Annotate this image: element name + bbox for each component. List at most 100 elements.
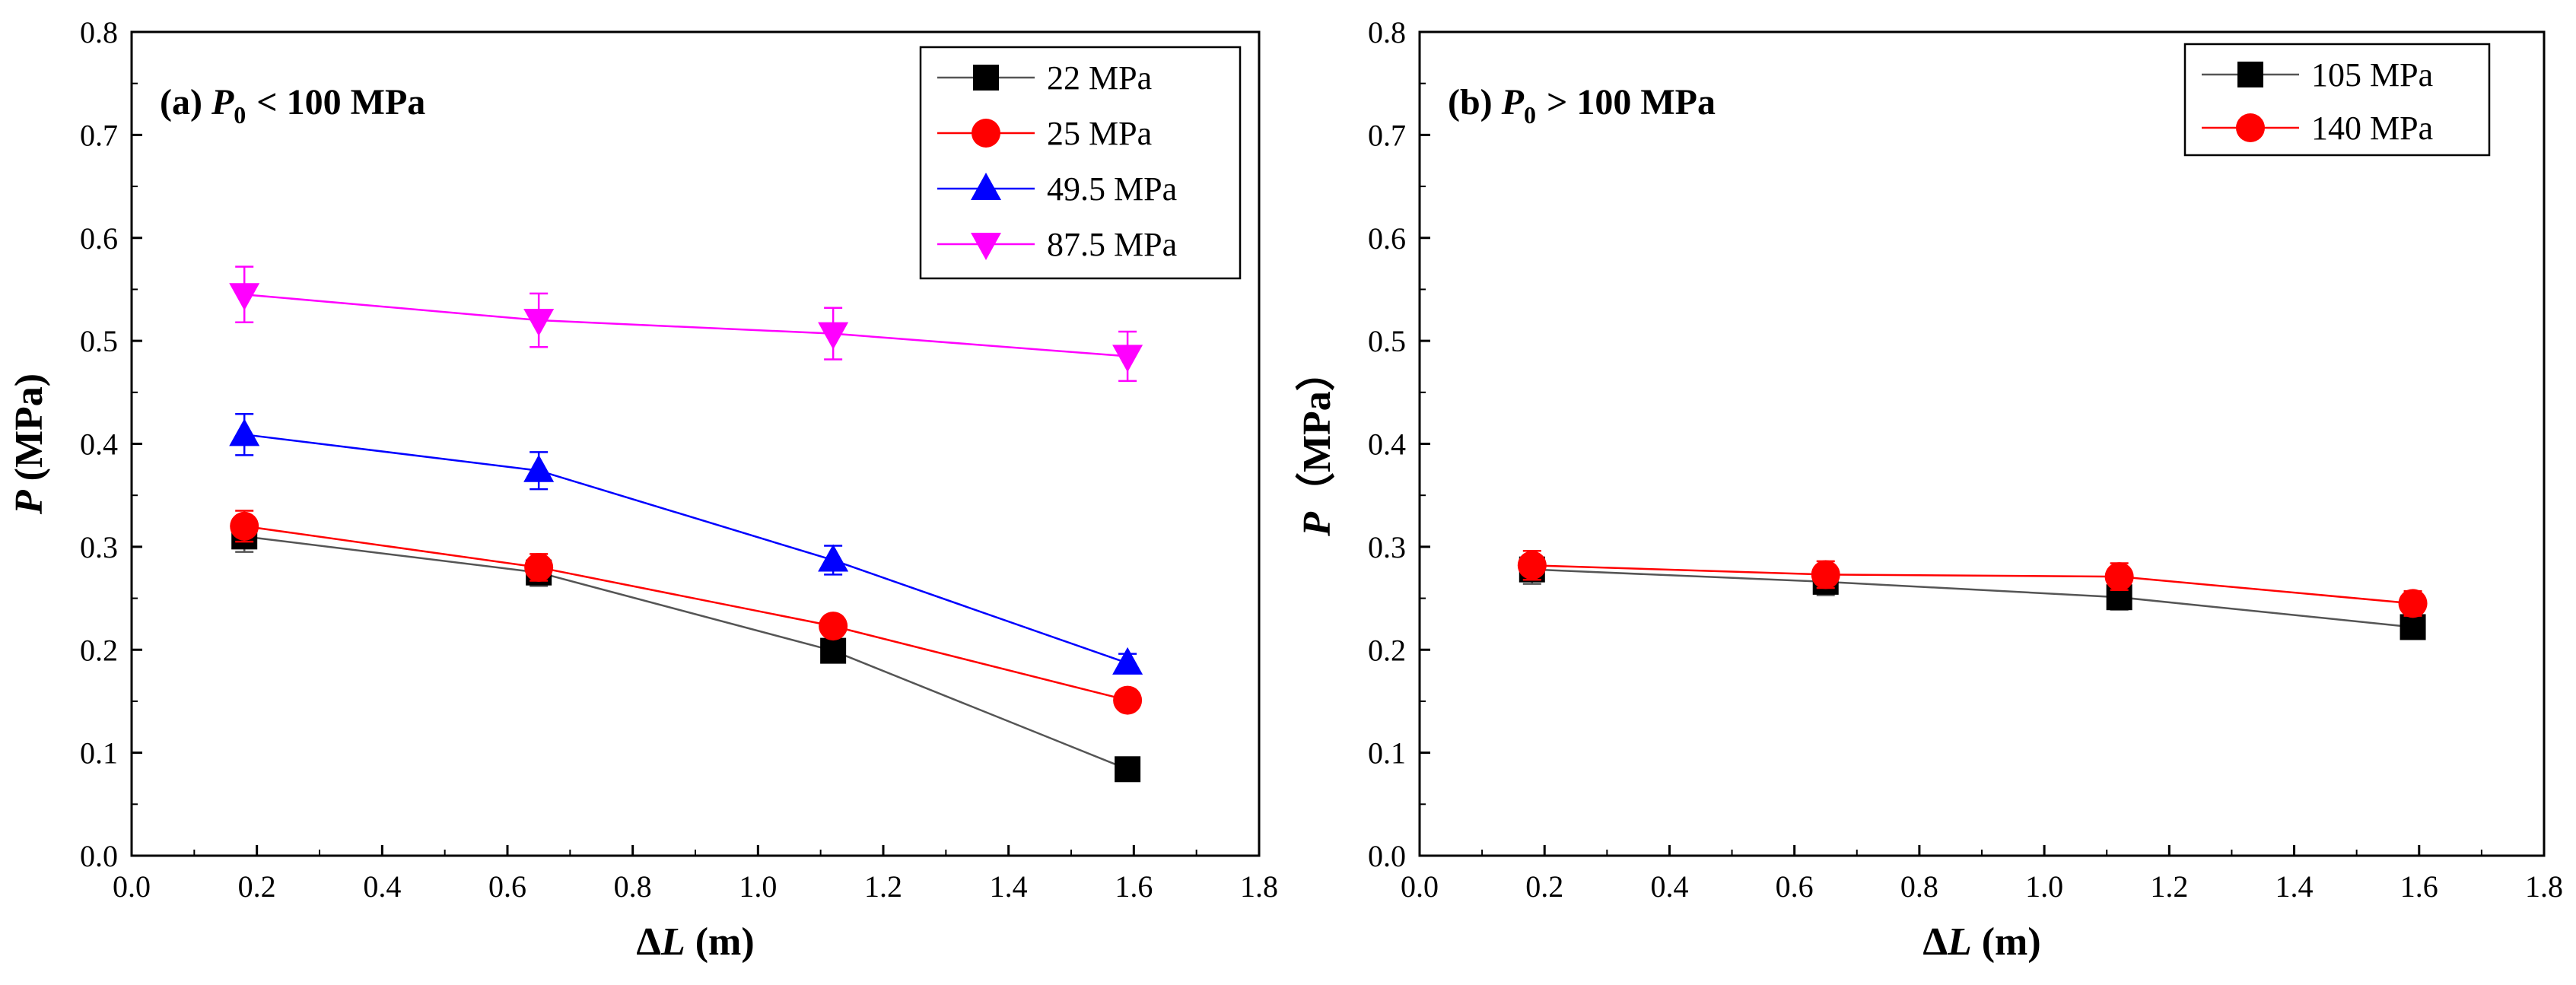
- legend-marker: [2236, 113, 2265, 142]
- x-axis-delta: Δ: [1922, 920, 1948, 964]
- data-point: [819, 612, 848, 641]
- x-tick-label: 1.0: [739, 869, 777, 904]
- y-tick-label: 0.3: [80, 530, 118, 564]
- data-point: [2399, 614, 2426, 640]
- legend-marker: [2237, 62, 2263, 87]
- panel-label-symbol: P: [211, 82, 234, 122]
- series-line: [1531, 568, 2413, 628]
- panel-label: (b) P0 > 100 MPa: [1448, 82, 1716, 129]
- x-tick-label: 0.6: [1776, 869, 1814, 904]
- data-point: [2398, 589, 2428, 618]
- y-tick-label: 0.7: [80, 118, 118, 152]
- data-point: [523, 454, 555, 482]
- data-point: [523, 309, 555, 337]
- y-tick-label: 0.1: [80, 736, 118, 771]
- y-tick-label: 0.4: [1368, 427, 1406, 462]
- x-axis-unit: (m): [1972, 920, 2041, 964]
- series-140-mpa: [1517, 550, 2428, 618]
- data-point: [1811, 560, 1840, 589]
- y-tick-label: 0.1: [1368, 736, 1406, 771]
- y-tick-label: 0.5: [80, 324, 118, 358]
- data-point: [230, 511, 259, 541]
- y-axis-unit: (MPa): [8, 373, 51, 481]
- y-axis-unit: （MPa）: [1295, 351, 1339, 512]
- chart-panel-b: 0.0 0.2 0.4 0.6 0.8 1.0 1.2 1.4 1.6 1.80.00.10.20…: [1295, 15, 2563, 964]
- legend-label: 22 MPa: [1047, 59, 1152, 97]
- series-line: [244, 434, 1128, 665]
- series-line: [1531, 564, 2413, 605]
- legend-label: 25 MPa: [1047, 115, 1152, 152]
- y-axis: 0.0 0.1 0.2 0.3 0.4 0.5 0.6 0.7 0.8: [1368, 15, 1430, 873]
- y-tick-label: 0.8: [80, 15, 118, 49]
- y-tick-label: 0.2: [80, 633, 118, 667]
- panel-label-letter: (a): [160, 82, 202, 122]
- data-point: [1517, 551, 1547, 580]
- y-tick-label: 0.7: [1368, 118, 1406, 152]
- x-axis-title: ΔL (m): [1922, 920, 2040, 964]
- x-tick-label: 1.2: [2150, 869, 2188, 904]
- series-line: [244, 525, 1128, 701]
- y-tick-label: 0.6: [80, 221, 118, 256]
- legend: 22 MPa 25 MPa 49.5 MPa 87.5 MPa: [919, 46, 1242, 280]
- x-tick-label: 1.6: [2400, 869, 2438, 904]
- y-tick-label: 0.4: [80, 427, 118, 462]
- legend-marker: [971, 233, 1001, 260]
- series-105-mpa: [1519, 554, 2426, 640]
- panel-label-letter: (b): [1448, 82, 1493, 122]
- panel-label-condition: < 100 MPa: [256, 82, 425, 122]
- x-tick-label: 0.8: [614, 869, 652, 904]
- y-tick-label: 0.0: [80, 839, 118, 873]
- chart-panel-a: 0.0 0.2 0.4 0.6 0.8 1.0 1.2 1.4 1.6 1.80.00.10.20…: [8, 15, 1278, 964]
- data-point: [1112, 345, 1143, 373]
- series-22-mpa: [231, 520, 1141, 783]
- legend-label: 140 MPa: [2311, 110, 2433, 147]
- panel-label-subscript: 0: [234, 101, 246, 129]
- x-tick-label: 1.2: [864, 869, 902, 904]
- x-axis: 0.0 0.2 0.4 0.6 0.8 1.0 1.2 1.4 1.6 1.8: [113, 845, 1278, 904]
- y-tick-label: 0.8: [1368, 15, 1406, 49]
- y-tick-label: 0.3: [1368, 530, 1406, 564]
- x-tick-label: 1.8: [2525, 869, 2563, 904]
- y-tick-label: 0.0: [1368, 839, 1406, 873]
- data-point: [229, 283, 260, 311]
- x-tick-label: 0.4: [1650, 869, 1688, 904]
- data-point: [1113, 685, 1143, 715]
- y-axis-variable: P: [8, 489, 51, 515]
- legend-marker: [972, 119, 1000, 148]
- y-axis-title: P (MPa): [8, 373, 51, 515]
- legend: 105 MPa 140 MPa: [2183, 43, 2491, 157]
- series-87-5-mpa: [229, 265, 1143, 383]
- x-tick-label: 1.6: [1115, 869, 1153, 904]
- data-point: [1115, 756, 1141, 783]
- x-axis-unit: (m): [685, 920, 755, 964]
- y-tick-label: 0.5: [1368, 324, 1406, 358]
- x-tick-label: 1.8: [1240, 869, 1278, 904]
- x-axis-title: ΔL (m): [636, 920, 754, 964]
- y-axis: 0.0 0.1 0.2 0.3 0.4 0.5 0.6 0.7 0.8: [80, 15, 142, 873]
- x-tick-label: 0.8: [1900, 869, 1938, 904]
- y-axis-title: P（MPa）: [1295, 351, 1339, 537]
- x-axis-variable: L: [660, 920, 685, 964]
- panel-label: (a) P0 < 100 MPa: [160, 82, 425, 129]
- data-point: [1112, 647, 1143, 675]
- data-point: [818, 544, 849, 572]
- x-tick-label: 1.0: [2025, 869, 2063, 904]
- legend-label: 87.5 MPa: [1047, 226, 1177, 263]
- x-tick-label: 0.2: [1525, 869, 1563, 904]
- data-point: [524, 552, 554, 582]
- x-axis-delta: Δ: [636, 920, 661, 964]
- legend-marker: [973, 65, 999, 91]
- y-tick-label: 0.2: [1368, 633, 1406, 667]
- panel-label-condition: > 100 MPa: [1547, 82, 1716, 122]
- x-axis-variable: L: [1947, 920, 1972, 964]
- data-point: [229, 418, 260, 446]
- data-point: [820, 637, 847, 664]
- legend-box: [2183, 43, 2491, 157]
- legend-label: 105 MPa: [2311, 56, 2433, 94]
- y-axis-variable: P: [1296, 511, 1339, 537]
- panel-label-symbol: P: [1501, 82, 1525, 122]
- legend-label: 49.5 MPa: [1047, 170, 1177, 208]
- series-line: [244, 293, 1128, 357]
- x-tick-label: 0.4: [363, 869, 401, 904]
